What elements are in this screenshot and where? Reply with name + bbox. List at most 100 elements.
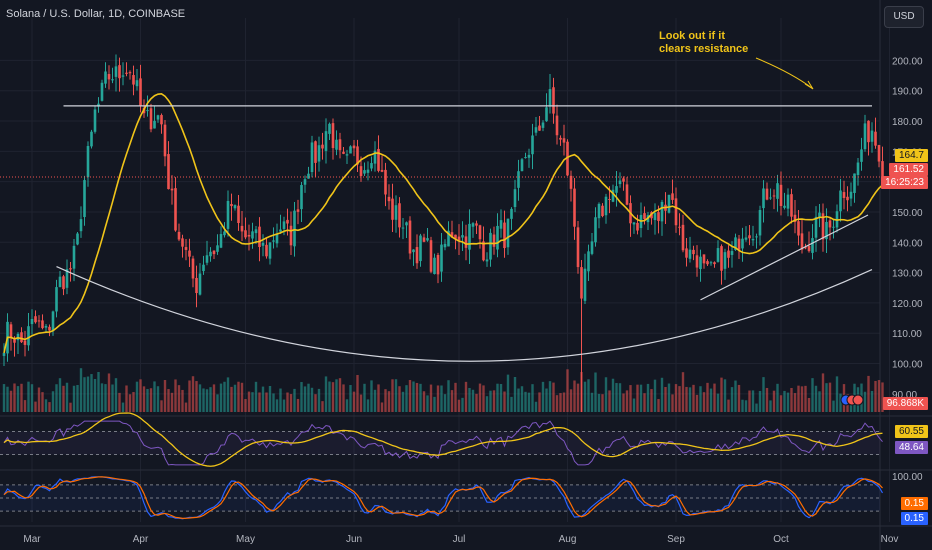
candle-body	[618, 180, 622, 185]
ascending-trendline[interactable]	[700, 214, 869, 301]
volume-bar	[727, 399, 730, 412]
volume-bar	[30, 384, 34, 412]
candle-body	[506, 218, 510, 248]
volume-bar	[174, 379, 177, 412]
volume-bar	[478, 383, 482, 412]
candle-body	[177, 231, 181, 240]
volume-bar	[331, 382, 335, 412]
candle-body	[660, 201, 664, 222]
candle-body	[104, 71, 107, 84]
candle-body	[636, 222, 639, 231]
candle-body	[436, 254, 440, 275]
volume-bar	[513, 376, 517, 412]
volume-bar	[377, 384, 380, 412]
last-price-tag: 161.52	[889, 163, 928, 176]
candle-body	[471, 223, 475, 227]
candle-body	[223, 231, 226, 236]
volume-bar	[83, 377, 86, 412]
volume-bar	[783, 390, 786, 412]
volume-bar	[636, 384, 639, 412]
volume-bar	[233, 384, 237, 412]
volume-bar	[212, 384, 216, 412]
volume-bar	[363, 383, 366, 412]
candle-body	[748, 235, 751, 239]
volume-bar	[191, 376, 195, 412]
stochastic-pane	[0, 476, 884, 520]
annotation-arrow	[755, 57, 813, 89]
volume-bar	[104, 384, 107, 412]
symbol-title: Solana / U.S. Dollar, 1D, COINBASE	[6, 8, 186, 20]
candle-body	[289, 225, 293, 246]
volume-bar	[237, 381, 240, 412]
candle-body	[9, 324, 13, 338]
candle-body	[247, 234, 251, 237]
volume-bar	[356, 374, 359, 412]
candle-body	[2, 352, 6, 356]
volume-bar	[401, 391, 405, 412]
volume-bar	[352, 391, 356, 412]
volume-bar	[300, 382, 303, 412]
candle-body	[328, 123, 331, 134]
volume-bar	[338, 378, 342, 412]
volume-bar	[744, 400, 748, 412]
candle-body	[839, 190, 842, 212]
volume-bar	[153, 381, 156, 412]
candle-body	[398, 203, 401, 228]
candle-body	[268, 242, 272, 259]
volume-bar	[16, 386, 20, 412]
volume-bar	[762, 377, 765, 412]
volume-bar	[660, 377, 664, 412]
candle-body	[720, 246, 723, 271]
candle-body	[783, 205, 786, 208]
volume-bar	[450, 390, 454, 412]
candle-body	[125, 72, 128, 74]
volume-bar	[639, 384, 643, 412]
volume-bar	[489, 390, 492, 412]
volume-bar	[366, 399, 370, 412]
volume-bar	[720, 377, 723, 412]
candle-body	[370, 163, 373, 169]
volume-bar	[13, 383, 16, 412]
candle-body	[107, 74, 111, 80]
volume-bar	[881, 382, 884, 412]
candle-body	[191, 258, 195, 279]
candle-body	[233, 205, 237, 209]
candle-body	[797, 221, 800, 236]
candle-body	[597, 203, 601, 219]
candle-body	[559, 137, 562, 140]
candle-body	[391, 198, 394, 220]
volume-bar	[468, 387, 471, 412]
arrow-head-icon	[804, 80, 814, 90]
volume-bar	[121, 402, 125, 412]
rounding-bottom-curve[interactable]	[56, 265, 873, 362]
candle-body	[464, 236, 468, 248]
volume-bar	[359, 394, 363, 412]
volume-bar	[23, 400, 27, 412]
currency-button[interactable]: USD	[884, 6, 924, 28]
candle-body	[443, 243, 447, 248]
candle-body	[856, 162, 860, 175]
volume-bar	[128, 394, 132, 412]
candle-body	[762, 188, 765, 209]
candle-body	[849, 191, 853, 199]
candle-body	[734, 237, 737, 250]
candle-body	[741, 238, 744, 249]
volume-bar	[181, 389, 184, 412]
event-marker-icon[interactable]	[852, 394, 864, 406]
candle-body	[44, 325, 48, 328]
candle-body	[118, 65, 121, 79]
candle-body	[727, 250, 730, 258]
volume-pane	[2, 368, 884, 412]
volume-bar	[149, 388, 153, 412]
candle-body	[615, 186, 618, 193]
candle-body	[583, 268, 587, 301]
price-tick-label: 100.00	[892, 360, 923, 371]
candle-body	[454, 234, 457, 239]
candle-body	[604, 196, 608, 216]
candle-body	[860, 149, 863, 162]
candle-body	[482, 241, 485, 261]
volume-bar	[447, 380, 450, 412]
candle-body	[580, 267, 583, 299]
